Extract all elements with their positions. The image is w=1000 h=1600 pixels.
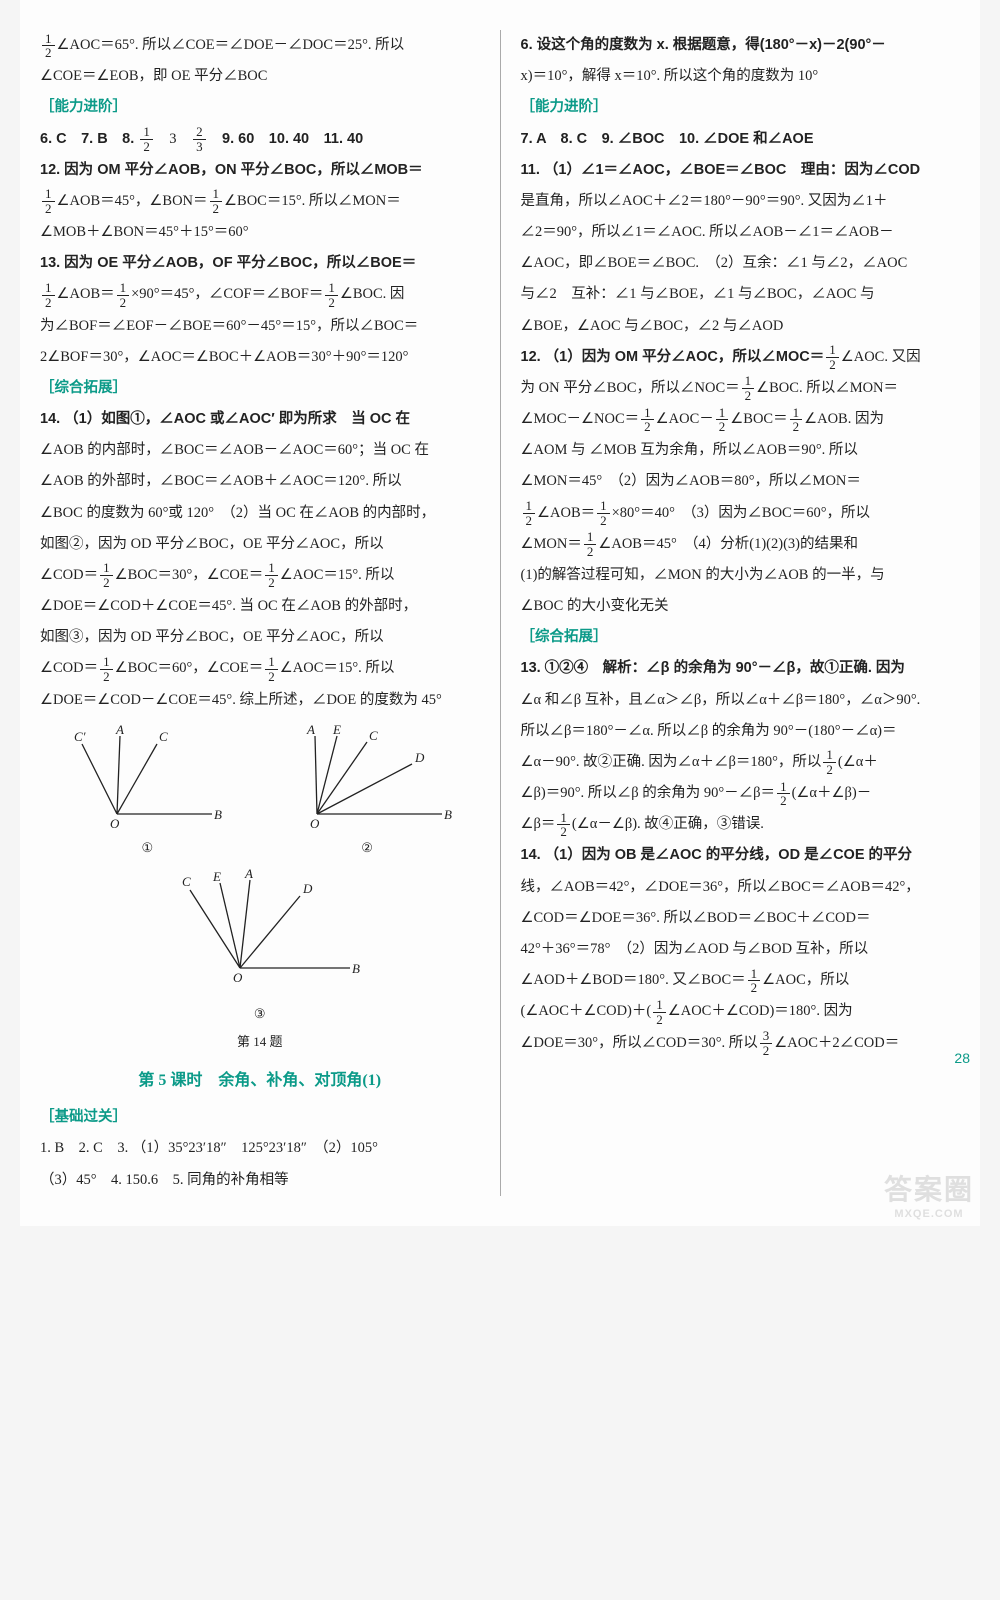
svg-text:A: A bbox=[244, 868, 253, 881]
text-line: ∠MON＝45° （2）因为∠AOB＝80°，所以∠MON＝ bbox=[521, 466, 961, 497]
lesson-title: 第 5 课时 余角、补角、对顶角(1) bbox=[40, 1064, 480, 1098]
svg-text:C: C bbox=[369, 728, 378, 743]
svg-text:C′: C′ bbox=[74, 729, 86, 744]
text-line: 14. （1）如图①，∠AOC 或∠AOC′ 即为所求 当 OC 在 bbox=[40, 404, 480, 435]
section-heading: ［能力进阶］ bbox=[521, 92, 961, 123]
figure-1-label: ① bbox=[62, 834, 232, 862]
section-heading: ［综合拓展］ bbox=[521, 622, 961, 653]
figure-2-label: ② bbox=[277, 834, 457, 862]
text-line: 与∠2 互补：∠1 与∠BOE，∠1 与∠BOC，∠AOC 与 bbox=[521, 279, 961, 310]
text-line: (1)的解答过程可知，∠MON 的大小为∠AOB 的一半，与 bbox=[521, 560, 961, 591]
text-line: ∠AOD＋∠BOD＝180°. 又∠BOC＝12∠AOC，所以 bbox=[521, 965, 961, 996]
text-line: 是直角，所以∠AOC＋∠2＝180°－90°＝90°. 又因为∠1＋ bbox=[521, 186, 961, 217]
text-line: 如图③，因为 OD 平分∠BOC，OE 平分∠AOC，所以 bbox=[40, 622, 480, 653]
text-line: ∠BOE，∠AOC 与∠BOC，∠2 与∠AOD bbox=[521, 311, 961, 342]
text-line: ∠β＝12(∠α－∠β). 故④正确，③错误. bbox=[521, 809, 961, 840]
text-line: 2∠BOF＝30°，∠AOC＝∠BOC＋∠AOB＝30°＋90°＝120° bbox=[40, 342, 480, 373]
text-line: ∠AOC，即∠BOE＝∠BOC. （2）互余：∠1 与∠2，∠AOC bbox=[521, 248, 961, 279]
text-line: ∠DOE＝∠COD＋∠COE＝45°. 当 OC 在∠AOB 的外部时， bbox=[40, 591, 480, 622]
text-line: ∠COD＝12∠BOC＝30°，∠COE＝12∠AOC＝15°. 所以 bbox=[40, 560, 480, 591]
svg-text:C: C bbox=[182, 874, 191, 889]
figure-caption: 第 14 题 bbox=[40, 1028, 480, 1056]
watermark-sub: MXQE.COM bbox=[884, 1208, 974, 1220]
left-column: 12∠AOC＝65°. 所以∠COE＝∠DOE－∠DOC＝25°. 所以 ∠CO… bbox=[40, 30, 480, 1196]
svg-text:A: A bbox=[306, 724, 315, 737]
figure-3: C E A D B O ③ 第 14 题 bbox=[40, 868, 480, 1056]
svg-text:O: O bbox=[233, 970, 243, 985]
svg-text:B: B bbox=[352, 961, 360, 976]
text-line: 如图②，因为 OD 平分∠BOC，OE 平分∠AOC，所以 bbox=[40, 529, 480, 560]
svg-text:D: D bbox=[414, 750, 425, 765]
text-line: 11. （1）∠1＝∠AOC，∠BOE＝∠BOC 理由：因为∠COD bbox=[521, 155, 961, 186]
svg-text:O: O bbox=[110, 816, 120, 831]
text-line: ∠α 和∠β 互补，且∠α＞∠β，所以∠α＋∠β＝180°，∠α＞90°. bbox=[521, 685, 961, 716]
section-heading: ［能力进阶］ bbox=[40, 92, 480, 123]
text-line: 12. （1）因为 OM 平分∠AOC，所以∠MOC＝12∠AOC. 又因 bbox=[521, 342, 961, 373]
text-line: 12. 因为 OM 平分∠AOB，ON 平分∠BOC，所以∠MOB＝ bbox=[40, 155, 480, 186]
text-line: ∠AOM 与 ∠MOB 互为余角，所以∠AOB＝90°. 所以 bbox=[521, 435, 961, 466]
text-line: x)＝10°，解得 x＝10°. 所以这个角的度数为 10° bbox=[521, 61, 961, 92]
section-heading: ［综合拓展］ bbox=[40, 373, 480, 404]
right-column: 6. 设这个角的度数为 x. 根据题意，得(180°－x)－2(90°－ x)＝… bbox=[521, 30, 961, 1196]
text-line: ∠BOC 的大小变化无关 bbox=[521, 591, 961, 622]
text-line: ∠BOC 的度数为 60°或 120° （2）当 OC 在∠AOB 的内部时， bbox=[40, 498, 480, 529]
figure-2: A E C D B O ② bbox=[277, 724, 457, 862]
answer-line: （3）45° 4. 150.6 5. 同角的补角相等 bbox=[40, 1165, 480, 1196]
answer-line: 1. B 2. C 3. （1）35°23′18″ 125°23′18″ （2）… bbox=[40, 1133, 480, 1164]
text-line: 42°＋36°＝78° （2）因为∠AOD 与∠BOD 互补，所以 bbox=[521, 934, 961, 965]
text-line: 12∠AOC＝65°. 所以∠COE＝∠DOE－∠DOC＝25°. 所以 bbox=[40, 30, 480, 61]
text-line: (∠AOC＋∠COD)＋(12∠AOC＋∠COD)＝180°. 因为 bbox=[521, 996, 961, 1027]
text-line: ∠AOB 的外部时，∠BOC＝∠AOB＋∠AOC＝120°. 所以 bbox=[40, 466, 480, 497]
watermark: 答案圈 MXQE.COM bbox=[884, 1168, 974, 1220]
answer-line: 7. A 8. C 9. ∠BOC 10. ∠DOE 和∠AOE bbox=[521, 124, 961, 155]
answers-6-8: 6. C 7. B 8. bbox=[40, 131, 138, 147]
text-line: ∠COD＝12∠BOC＝60°，∠COE＝12∠AOC＝15°. 所以 bbox=[40, 653, 480, 684]
text-line: 所以∠β＝180°－∠α. 所以∠β 的余角为 90°－(180°－∠α)＝ bbox=[521, 716, 961, 747]
svg-text:E: E bbox=[212, 869, 221, 884]
figure-row: C′ A C B O ① bbox=[40, 724, 480, 862]
figure-1: C′ A C B O ① bbox=[62, 724, 232, 862]
text-line: ∠MOC－∠NOC＝12∠AOC－12∠BOC＝12∠AOB. 因为 bbox=[521, 404, 961, 435]
section-heading: ［基础过关］ bbox=[40, 1102, 480, 1133]
text-line: 6. 设这个角的度数为 x. 根据题意，得(180°－x)－2(90°－ bbox=[521, 30, 961, 61]
column-divider bbox=[500, 30, 501, 1196]
figure-3-label: ③ bbox=[40, 1000, 480, 1028]
svg-text:C: C bbox=[159, 729, 168, 744]
text-line: 12∠AOB＝45°，∠BON＝12∠BOC＝15°. 所以∠MON＝ bbox=[40, 186, 480, 217]
answers-9-11: 9. 60 10. 40 11. 40 bbox=[208, 131, 364, 147]
two-column-layout: 12∠AOC＝65°. 所以∠COE＝∠DOE－∠DOC＝25°. 所以 ∠CO… bbox=[40, 30, 960, 1196]
svg-text:A: A bbox=[115, 724, 124, 737]
text-line: 线，∠AOB＝42°，∠DOE＝36°，所以∠BOC＝∠AOB＝42°， bbox=[521, 872, 961, 903]
page: 12∠AOC＝65°. 所以∠COE＝∠DOE－∠DOC＝25°. 所以 ∠CO… bbox=[20, 0, 980, 1226]
text-line: 为∠BOF＝∠EOF－∠BOE＝60°－45°＝15°，所以∠BOC＝ bbox=[40, 311, 480, 342]
text-line: 12∠AOB＝12×90°＝45°，∠COF＝∠BOF＝12∠BOC. 因 bbox=[40, 279, 480, 310]
svg-text:B: B bbox=[214, 807, 222, 822]
text-line: ∠β)＝90°. 所以∠β 的余角为 90°－∠β＝12(∠α＋∠β)－ bbox=[521, 778, 961, 809]
text-line: 12∠AOB＝12×80°＝40° （3）因为∠BOC＝60°，所以 bbox=[521, 498, 961, 529]
watermark-text: 答案圈 bbox=[884, 1174, 974, 1205]
text-line: ∠MOB＋∠BON＝45°＋15°＝60° bbox=[40, 217, 480, 248]
text-line: 为 ON 平分∠BOC，所以∠NOC＝12∠BOC. 所以∠MON＝ bbox=[521, 373, 961, 404]
text-line: 13. 因为 OE 平分∠AOB，OF 平分∠BOC，所以∠BOE＝ bbox=[40, 248, 480, 279]
text-line: 13. ①②④ 解析：∠β 的余角为 90°－∠β，故①正确. 因为 bbox=[521, 653, 961, 684]
answer-line: 6. C 7. B 8. 12 3 23 9. 60 10. 40 11. 40 bbox=[40, 124, 480, 155]
text-line: ∠DOE＝30°，所以∠COD＝30°. 所以32∠AOC＋2∠COD＝ bbox=[521, 1028, 961, 1059]
text-line: ∠2＝90°，所以∠1＝∠AOC. 所以∠AOB－∠1＝∠AOB－ bbox=[521, 217, 961, 248]
page-number: 28 bbox=[954, 1050, 970, 1066]
text-line: ∠AOB 的内部时，∠BOC＝∠AOB－∠AOC＝60°；当 OC 在 bbox=[40, 435, 480, 466]
svg-text:D: D bbox=[302, 881, 313, 896]
text-line: ∠DOE＝∠COD－∠COE＝45°. 综上所述，∠DOE 的度数为 45° bbox=[40, 685, 480, 716]
text-line: ∠MON＝12∠AOB＝45° （4）分析(1)(2)(3)的结果和 bbox=[521, 529, 961, 560]
text-line: ∠α－90°. 故②正确. 因为∠α＋∠β＝180°，所以12(∠α＋ bbox=[521, 747, 961, 778]
text-line: ∠COE＝∠EOB，即 OE 平分∠BOC bbox=[40, 61, 480, 92]
svg-text:O: O bbox=[310, 816, 320, 831]
svg-text:B: B bbox=[444, 807, 452, 822]
text-line: ∠COD＝∠DOE＝36°. 所以∠BOD＝∠BOC＋∠COD＝ bbox=[521, 903, 961, 934]
text-line: 14. （1）因为 OB 是∠AOC 的平分线，OD 是∠COE 的平分 bbox=[521, 840, 961, 871]
svg-text:E: E bbox=[332, 724, 341, 737]
